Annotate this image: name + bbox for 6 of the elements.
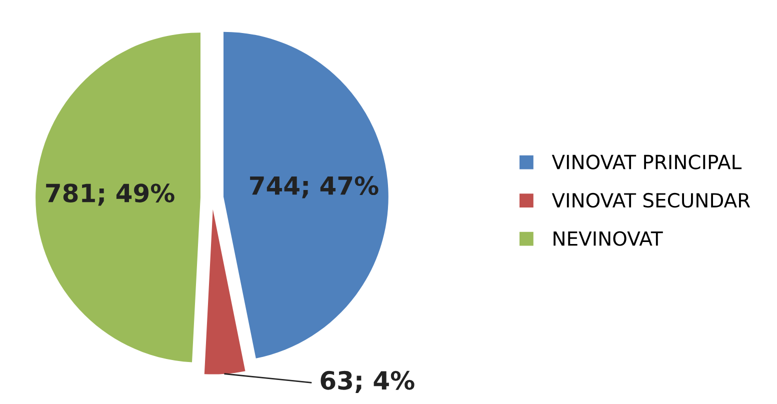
data-label: 744; 47%	[250, 176, 378, 198]
data-label: 781; 49%	[46, 184, 174, 206]
legend-label: NEVINOVAT	[554, 231, 663, 246]
data-label: 63; 4%	[320, 370, 414, 394]
legend-label: VINOVAT SECUNDAR	[552, 192, 750, 208]
legend-label: VINOVAT PRINCIPAL	[552, 154, 742, 170]
